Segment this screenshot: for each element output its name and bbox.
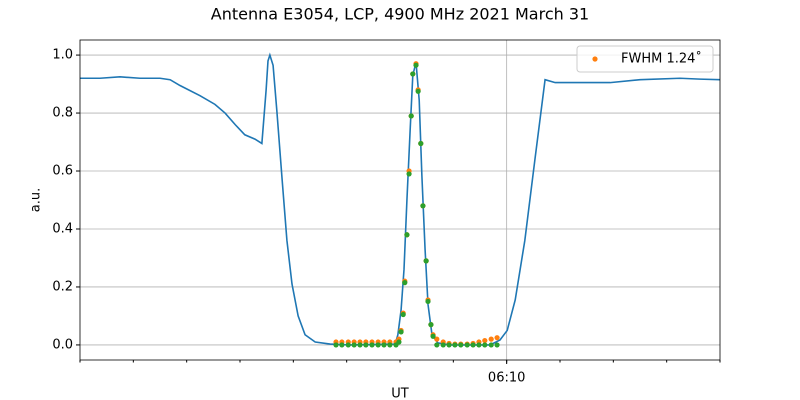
data-point (428, 322, 434, 328)
data-point (458, 342, 464, 348)
data-point (375, 342, 381, 348)
data-point (406, 171, 412, 177)
data-point (363, 342, 369, 348)
y-tick-label: 1.0 (52, 48, 73, 63)
data-point (420, 203, 426, 209)
legend-label: FWHM 1.24˚ (621, 51, 702, 67)
data-point (400, 311, 406, 318)
legend-box (576, 45, 714, 73)
data-point (402, 280, 408, 286)
data-point (423, 258, 429, 264)
plot-frame (79, 39, 721, 361)
data-point (434, 342, 440, 348)
y-tick-label: 0.2 (52, 279, 73, 294)
data-point (425, 298, 431, 305)
y-tick-label: 0.0 (52, 337, 73, 352)
data-point (345, 342, 351, 348)
data-point (339, 342, 345, 348)
data-point (434, 336, 440, 342)
y-tick-label: 0.8 (52, 106, 73, 121)
data-point (410, 71, 416, 77)
data-point (396, 339, 402, 345)
chart-title: Antenna E3054, LCP, 4900 MHz 2021 March … (211, 5, 589, 24)
data-point (357, 342, 363, 348)
data-point (381, 342, 387, 348)
data-point (482, 337, 488, 344)
y-tick-label: 0.4 (52, 221, 73, 236)
data-point (413, 62, 419, 68)
data-point (351, 342, 357, 348)
data-point (418, 140, 424, 147)
data-point (452, 342, 458, 348)
data-point (464, 342, 470, 348)
y-tick-label: 0.6 (52, 164, 73, 179)
data-point (415, 88, 421, 94)
y-axis-label: a.u. (29, 188, 44, 212)
data-point (482, 342, 488, 348)
data-point (476, 342, 482, 348)
data-point (333, 342, 339, 348)
data-point (387, 342, 393, 348)
data-point (369, 342, 375, 348)
x-axis-label: UT (391, 387, 409, 400)
data-point (398, 329, 404, 335)
x-tick-label: 06:10 (488, 371, 525, 386)
data-point (488, 336, 494, 342)
data-point (404, 232, 410, 238)
data-point (488, 342, 494, 348)
data-point (470, 342, 476, 348)
data-point (494, 335, 500, 341)
data-point (408, 113, 414, 119)
data-point (430, 333, 436, 339)
data-point (440, 342, 446, 348)
data-point (446, 342, 452, 348)
data-point (494, 342, 500, 348)
legend-marker (592, 56, 598, 62)
